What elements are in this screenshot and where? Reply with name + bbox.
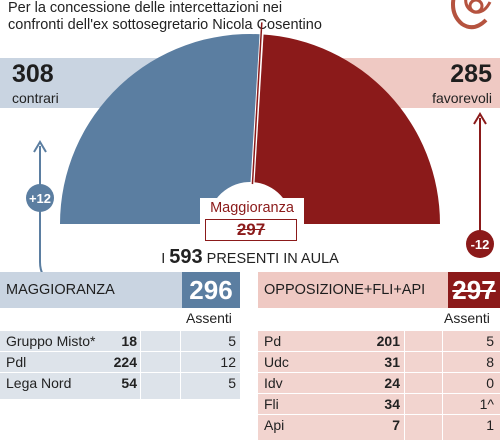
table-row-value: 224: [113, 354, 137, 370]
logo-icon: [451, 0, 492, 30]
arrow-right-head: [473, 112, 487, 125]
maggioranza-header: MAGGIORANZA: [0, 272, 182, 308]
table-row-assenti: 5: [228, 333, 236, 349]
table-row-value: 7: [392, 417, 400, 433]
maggioranza-table: [0, 331, 240, 399]
table-row-assenti: 1: [486, 417, 494, 433]
table-row-name: Gruppo Misto*: [6, 333, 96, 349]
maggioranza-vote-label: Maggioranza: [210, 200, 294, 216]
table-row-value: 18: [121, 333, 137, 349]
table-row-value: 201: [376, 333, 400, 349]
opposizione-table: [258, 331, 500, 440]
presenti-prefix: I: [161, 251, 166, 267]
subtitle: Per la concessione delle intercettazioni…: [8, 0, 322, 33]
opposizione-header: OPPOSIZIONE+FLI+API: [258, 272, 448, 308]
opposizione-total: 297: [448, 272, 500, 308]
opposizione-assenti-label: Assenti: [444, 310, 490, 326]
table-row-value: 31: [384, 354, 400, 370]
maggioranza-total: 296: [182, 272, 240, 308]
table-row-name: Idv: [264, 375, 283, 391]
table-row-assenti: 8: [486, 354, 494, 370]
presenti-line: I 593 PRESENTI IN AULA: [110, 246, 390, 269]
presenti-suffix: PRESENTI IN AULA: [206, 251, 339, 267]
table-row-name: Udc: [264, 354, 289, 370]
maggioranza-assenti-label: Assenti: [186, 310, 232, 326]
arrow-left-head: [33, 140, 47, 153]
maggioranza-title: MAGGIORANZA: [6, 282, 115, 298]
table-row-assenti: 1^: [479, 396, 494, 412]
table-row-name: Api: [264, 417, 285, 433]
opposizione-title: OPPOSIZIONE+FLI+API: [264, 282, 426, 298]
favorevoli-label: favorevoli: [432, 90, 492, 106]
maggioranza-vote-box: [200, 198, 304, 242]
maggioranza-marker-line: [251, 22, 263, 185]
arrow-right-badge: [466, 230, 494, 258]
hemicycle-slice-contrari: [60, 34, 262, 225]
contrari-label: contrari: [12, 90, 59, 106]
table-row-name: Pd: [264, 333, 282, 349]
table-row-assenti: 5: [228, 375, 236, 391]
contrari-value: 308: [12, 60, 54, 88]
table-row-value: 34: [384, 396, 400, 412]
arrow-left-badge: [26, 184, 54, 212]
table-row-value: 54: [121, 375, 137, 391]
table-row-value: 24: [384, 375, 400, 391]
table-row-assenti: 0: [486, 375, 494, 391]
presenti-value: 593: [169, 246, 203, 268]
table-row-assenti: 5: [486, 333, 494, 349]
maggioranza-vote-value: 297: [205, 219, 297, 241]
arrow-right-text: -12: [471, 237, 490, 252]
table-row-assenti: 12: [220, 354, 236, 370]
table-row-name: Fli: [264, 396, 279, 412]
hemicycle-slice-favorevoli: [252, 34, 440, 225]
favorevoli-value: 285: [450, 60, 492, 88]
arrow-left-text: +12: [29, 191, 51, 206]
table-row-name: Pdl: [6, 354, 27, 370]
table-row-name: Lega Nord: [6, 375, 72, 391]
